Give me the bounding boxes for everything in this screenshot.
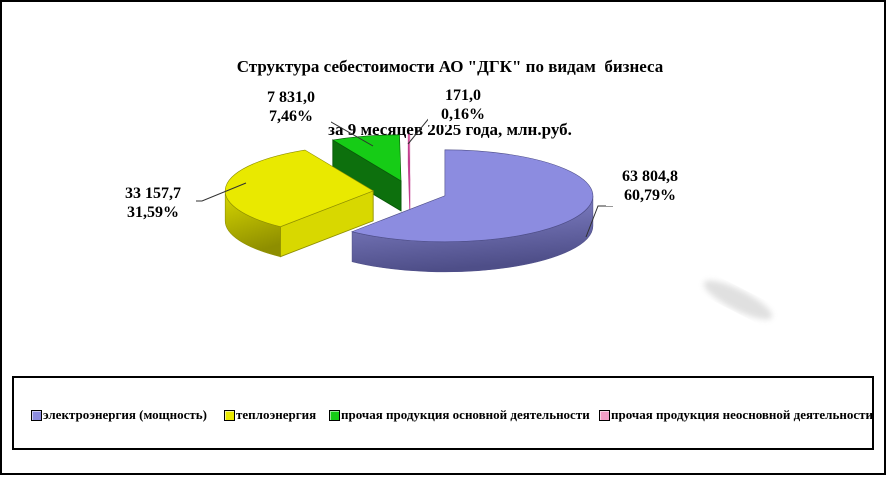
- data-label-other-nonmain: 171,0 0,16%: [428, 85, 498, 125]
- pie-slice-top: [407, 134, 411, 181]
- legend-label-electro: электроэнергия (мощность): [43, 407, 207, 422]
- legend-item-electro[interactable]: электроэнергия (мощность): [31, 407, 207, 423]
- legend-label-other-main: прочая продукция основной деятельности: [341, 407, 590, 422]
- pie-slice-top: [224, 149, 374, 228]
- pie-slice-top: [331, 134, 402, 182]
- data-label-other-nonmain-percent: 0,16%: [441, 106, 485, 123]
- legend-swatch-electro-icon: [31, 409, 42, 421]
- legend-swatch-other-nonmain-icon: [599, 409, 610, 421]
- data-label-electro: 63 804,8 60,79%: [606, 166, 694, 206]
- data-label-other-main: 7 831,0 7,46%: [251, 87, 331, 127]
- legend-item-other-nonmain[interactable]: прочая продукция неосновной деятельности: [599, 407, 873, 423]
- data-label-electro-percent: 60,79%: [624, 187, 676, 204]
- legend-box: электроэнергия (мощность) теплоэнергия п…: [12, 376, 874, 450]
- legend-swatch-other-main-icon: [329, 409, 340, 421]
- pie-slice-top: [351, 149, 594, 243]
- chart-title-line1: Структура себестоимости АО "ДГК" по вида…: [236, 57, 664, 76]
- data-label-other-main-value: 7 831,0: [267, 89, 315, 106]
- chart-title: Структура себестоимости АО "ДГК" по вида…: [16, 14, 884, 182]
- data-label-teplo: 33 157,7 31,59%: [110, 183, 196, 223]
- legend-swatch-teplo-icon: [224, 409, 235, 421]
- legend-item-other-main[interactable]: прочая продукция основной деятельности: [329, 407, 590, 423]
- data-label-other-main-percent: 7,46%: [269, 108, 313, 125]
- legend-label-teplo: теплоэнергия: [236, 407, 317, 422]
- leader-line: [585, 205, 613, 238]
- legend-label-other-nonmain: прочая продукция неосновной деятельности: [611, 407, 873, 422]
- data-label-teplo-value: 33 157,7: [125, 185, 181, 202]
- pie-shadow: [703, 280, 773, 320]
- legend-item-teplo[interactable]: теплоэнергия: [224, 407, 316, 423]
- data-label-electro-value: 63 804,8: [622, 168, 678, 185]
- data-label-teplo-percent: 31,59%: [127, 204, 179, 221]
- data-label-other-nonmain-value: 171,0: [445, 87, 481, 104]
